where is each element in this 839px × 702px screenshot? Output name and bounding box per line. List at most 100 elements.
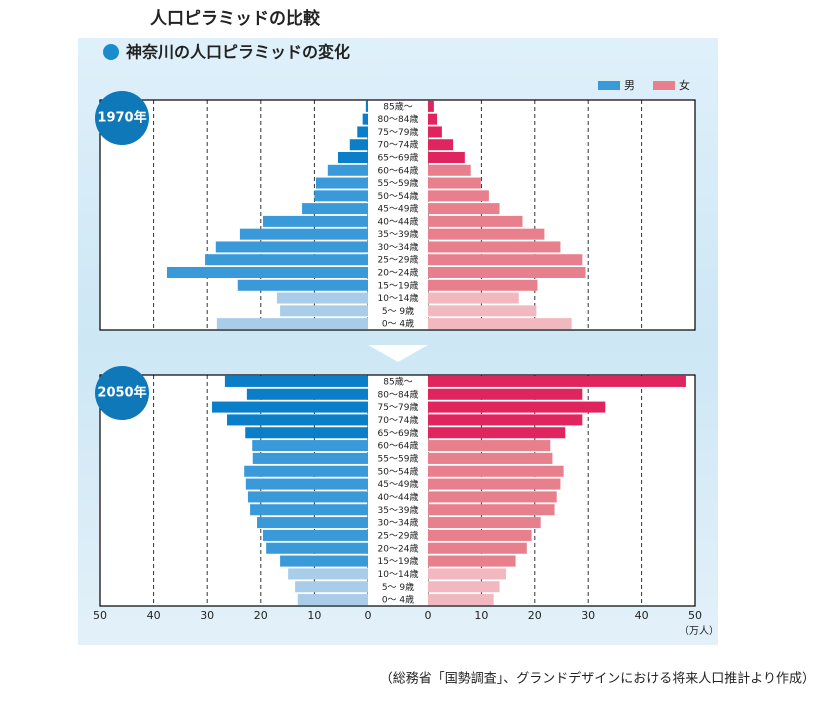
bar	[246, 388, 368, 400]
bar	[227, 414, 368, 426]
x-tick-label: 10	[307, 609, 321, 622]
bar	[167, 267, 368, 278]
age-label: 50〜54歳	[378, 465, 419, 477]
age-label: 50〜54歳	[378, 190, 419, 202]
bar	[212, 401, 368, 413]
bar	[215, 241, 368, 253]
age-label: 0〜 4歳	[382, 318, 414, 330]
bar	[428, 100, 434, 112]
legend-swatch	[653, 81, 675, 90]
age-label: 25〜29歳	[378, 529, 419, 541]
plot-border	[99, 99, 696, 331]
bar	[237, 279, 368, 291]
bar	[349, 139, 368, 151]
plots: 男女85歳〜80〜84歳75〜79歳70〜74歳65〜69歳60〜64歳55〜5…	[93, 78, 719, 637]
bar	[257, 517, 368, 529]
bar	[428, 452, 553, 464]
bar	[428, 292, 519, 304]
bar	[428, 190, 489, 202]
page-title: 人口ピラミッドの比較	[150, 8, 321, 29]
bar	[314, 190, 368, 202]
x-tick-label: 40	[635, 609, 649, 622]
age-label: 85歳〜	[383, 100, 412, 112]
x-tick-label: 10	[474, 609, 488, 622]
bar	[316, 177, 368, 189]
source-note: （総務省「国勢調査」、グランドデザインにおける将来人口推計より作成）	[380, 671, 815, 687]
x-tick-label: 30	[200, 609, 214, 622]
x-tick-label: 40	[147, 609, 161, 622]
bar	[428, 254, 583, 266]
bar	[428, 139, 454, 151]
center-gap	[368, 375, 428, 606]
x-tick-label: 0	[425, 609, 432, 622]
bar	[428, 228, 545, 240]
bar	[245, 427, 368, 439]
age-label: 60〜64歳	[378, 164, 419, 176]
age-label: 30〜34歳	[378, 241, 419, 253]
x-tick-label: 50	[93, 609, 107, 622]
age-label: 65〜69歳	[378, 427, 419, 439]
bar	[428, 375, 686, 387]
bar	[428, 388, 583, 400]
bar	[428, 177, 481, 189]
bar	[362, 113, 368, 125]
age-label: 75〜79歳	[378, 401, 419, 413]
age-label: 45〜49歳	[378, 203, 419, 215]
bar	[357, 126, 368, 138]
bar	[428, 305, 537, 317]
bar	[428, 581, 500, 593]
bar	[428, 465, 564, 477]
bar	[297, 594, 368, 606]
age-label: 80〜84歳	[378, 113, 419, 125]
bar	[428, 542, 527, 554]
bar	[327, 164, 368, 176]
age-label: 70〜74歳	[378, 414, 419, 426]
center-gap	[368, 100, 428, 330]
bar	[288, 568, 368, 580]
bar	[295, 581, 368, 593]
age-label: 75〜79歳	[378, 126, 419, 138]
age-label: 5〜 9歳	[382, 305, 414, 317]
bar	[428, 427, 566, 439]
bar	[280, 305, 368, 317]
age-label: 10〜14歳	[378, 292, 419, 304]
bar	[245, 478, 368, 490]
legend-label: 女	[679, 78, 690, 92]
bar	[428, 529, 532, 541]
x-tick-label: 20	[528, 609, 542, 622]
age-label: 15〜19歳	[378, 279, 419, 291]
legend-swatch	[598, 81, 620, 90]
bar	[428, 414, 583, 426]
bar	[428, 594, 494, 606]
bar	[244, 465, 368, 477]
arrow	[368, 345, 428, 362]
year-badge	[95, 366, 149, 420]
bar	[266, 542, 368, 554]
bar	[216, 318, 368, 330]
age-label: 40〜44歳	[378, 215, 419, 227]
age-label: 45〜49歳	[378, 478, 419, 490]
age-label: 25〜29歳	[378, 254, 419, 266]
year-label: 1970年	[97, 110, 146, 126]
age-label: 30〜34歳	[378, 517, 419, 529]
bar	[365, 100, 368, 112]
bar	[428, 164, 471, 176]
x-tick-label: 20	[254, 609, 268, 622]
bar	[252, 440, 368, 452]
age-label: 35〜39歳	[378, 228, 419, 240]
bar	[428, 401, 606, 413]
bar	[280, 555, 368, 567]
x-tick-label: 50	[688, 609, 702, 622]
bar	[428, 267, 586, 278]
x-tick-label: 30	[581, 609, 595, 622]
age-label: 35〜39歳	[378, 504, 419, 516]
bar	[428, 113, 438, 125]
bar	[428, 555, 516, 567]
age-label: 65〜69歳	[378, 152, 419, 164]
age-label: 20〜24歳	[378, 542, 419, 554]
bar	[337, 152, 368, 163]
bar	[428, 504, 555, 516]
age-label: 85歳〜	[383, 375, 412, 387]
bar	[428, 126, 442, 138]
bar	[428, 517, 541, 529]
